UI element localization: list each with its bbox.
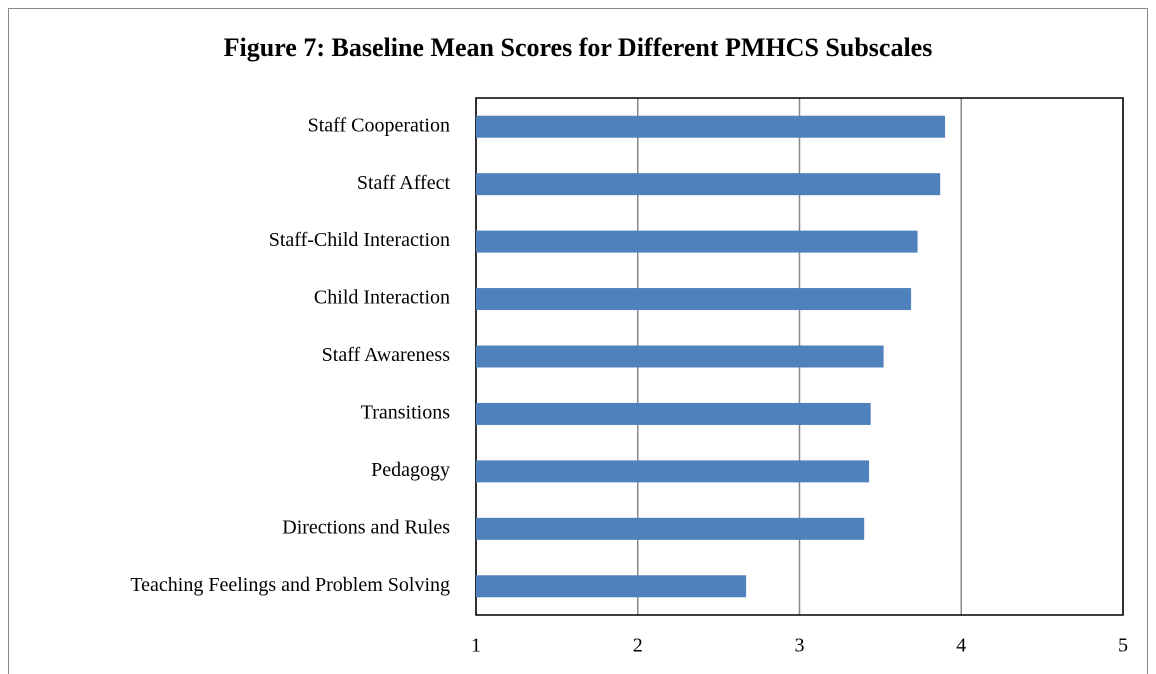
y-tick-label: Pedagogy — [371, 459, 450, 481]
x-tick-label: 5 — [1118, 635, 1128, 657]
y-tick-label: Staff-Child Interaction — [269, 229, 450, 251]
y-tick-label: Teaching Feelings and Problem Solving — [130, 574, 450, 596]
bar — [476, 575, 747, 598]
bar — [476, 460, 870, 483]
bar — [476, 230, 918, 253]
y-tick-label: Transitions — [361, 402, 451, 424]
chart-title: Figure 7: Baseline Mean Scores for Diffe… — [224, 33, 933, 62]
y-tick-label: Directions and Rules — [282, 516, 450, 538]
x-tick-label: 1 — [471, 635, 481, 657]
x-tick-label: 2 — [633, 635, 643, 657]
x-tick-label: 4 — [956, 635, 966, 657]
bar — [476, 173, 941, 196]
bar — [476, 517, 865, 540]
y-tick-label: Staff Awareness — [322, 344, 451, 366]
bar — [476, 288, 912, 311]
bar — [476, 115, 946, 138]
y-tick-label: Staff Affect — [357, 172, 451, 194]
y-tick-label: Staff Cooperation — [308, 114, 450, 136]
x-tick-label: 3 — [795, 635, 805, 657]
bar — [476, 345, 884, 368]
bar — [476, 402, 871, 425]
y-tick-label: Child Interaction — [314, 287, 450, 309]
